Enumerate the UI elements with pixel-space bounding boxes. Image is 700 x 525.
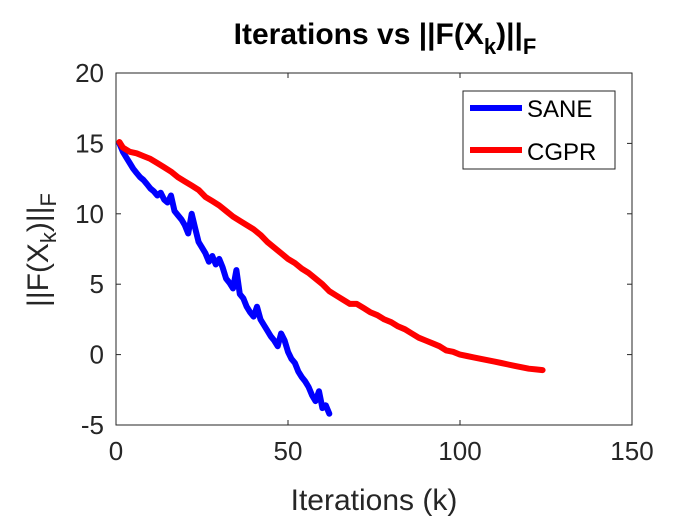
legend-label-cgpr: CGPR [527,139,596,166]
series-line-cgpr [116,139,546,374]
x-tick-label: 150 [610,436,653,466]
x-tick-label: 0 [109,436,123,466]
legend: SANE CGPR [462,90,616,170]
legend-label-sane: SANE [527,96,592,123]
y-axis-label: ||F(Xk)||F [22,193,61,307]
x-tick-label: 100 [438,436,481,466]
y-tick-label: 20 [75,58,104,88]
y-tick-label: 10 [75,199,104,229]
y-tick-label: 5 [90,269,104,299]
y-tick-label: -5 [81,410,104,440]
chart-title: Iterations vs ||F(Xk)||F [234,18,537,59]
x-axis-label: Iterations (k) [291,484,458,517]
x-tick-label: 50 [274,436,303,466]
series-group [116,139,546,417]
y-tick-label: 15 [75,128,104,158]
legend-box [462,90,616,170]
series-line-sane [116,140,333,417]
y-tick-label: 0 [90,340,104,370]
